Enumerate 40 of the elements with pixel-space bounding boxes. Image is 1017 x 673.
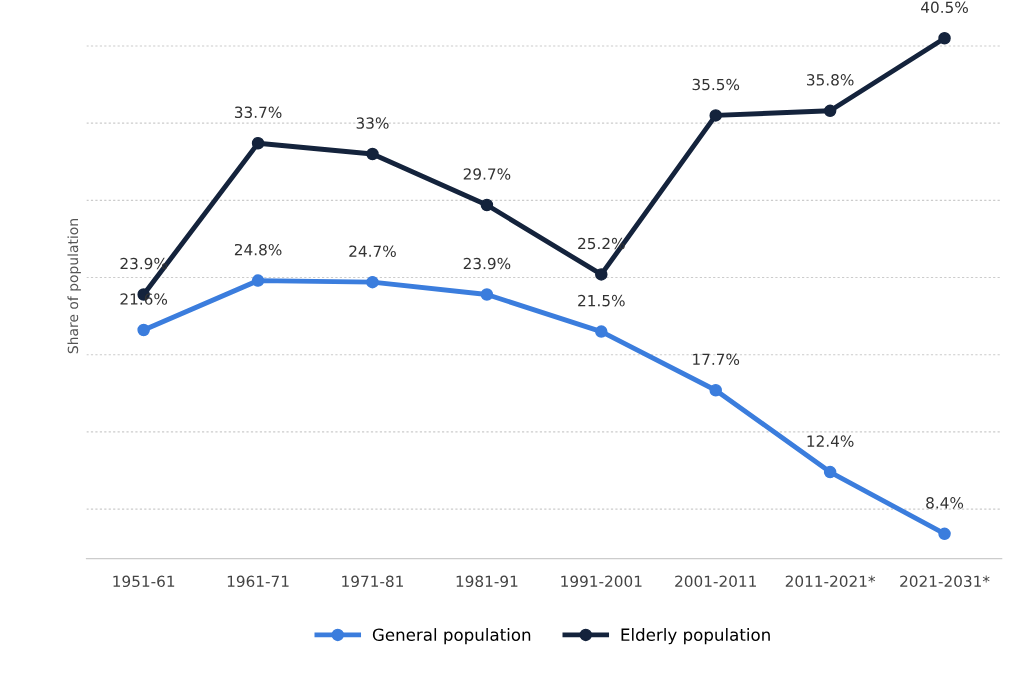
data-label: 24.7%	[349, 245, 396, 257]
point	[480, 288, 494, 301]
x-tick-label: 1951-61	[113, 575, 175, 588]
data-label: 33%	[356, 117, 389, 129]
y-axis-title: Share of population	[67, 219, 81, 354]
data-label: 12.4%	[807, 435, 854, 447]
point	[709, 383, 722, 397]
data-label: 24.8%	[234, 243, 282, 256]
x-tick-label: 2021-2031*	[900, 575, 990, 588]
data-label: 21.5%	[578, 294, 625, 307]
x-tick-label: 1981-91	[456, 575, 518, 588]
point	[480, 198, 494, 212]
data-label: 17.7%	[693, 353, 740, 366]
data-label: 23.9%	[463, 257, 511, 270]
point	[938, 31, 951, 45]
data-label: 29.7%	[463, 168, 511, 180]
point	[366, 275, 379, 289]
x-tick-label: 2001-2011	[675, 575, 756, 588]
x-tick-label: 1991-2001	[561, 575, 642, 588]
point	[938, 527, 951, 541]
data-label: 40.5%	[921, 1, 968, 14]
legend-label: General population	[372, 628, 531, 645]
data-label: 35.8%	[807, 74, 854, 86]
data-label: 33.7%	[234, 106, 282, 119]
point	[823, 465, 837, 479]
point	[251, 274, 265, 287]
point	[251, 136, 265, 150]
x-tick-label: 2011-2021*	[785, 575, 876, 588]
point	[823, 104, 837, 118]
point	[366, 147, 379, 161]
point	[137, 323, 150, 337]
point	[709, 109, 722, 122]
point	[595, 268, 608, 281]
data-label: 35.5%	[692, 78, 740, 91]
x-tick-label: 1971-81	[342, 575, 403, 588]
legend-label: Elderly population	[621, 628, 770, 645]
data-label: 21.6%	[120, 293, 168, 305]
point	[595, 325, 608, 338]
data-label: 8.4%	[926, 497, 964, 509]
x-tick-label: 1961-71	[227, 575, 289, 588]
